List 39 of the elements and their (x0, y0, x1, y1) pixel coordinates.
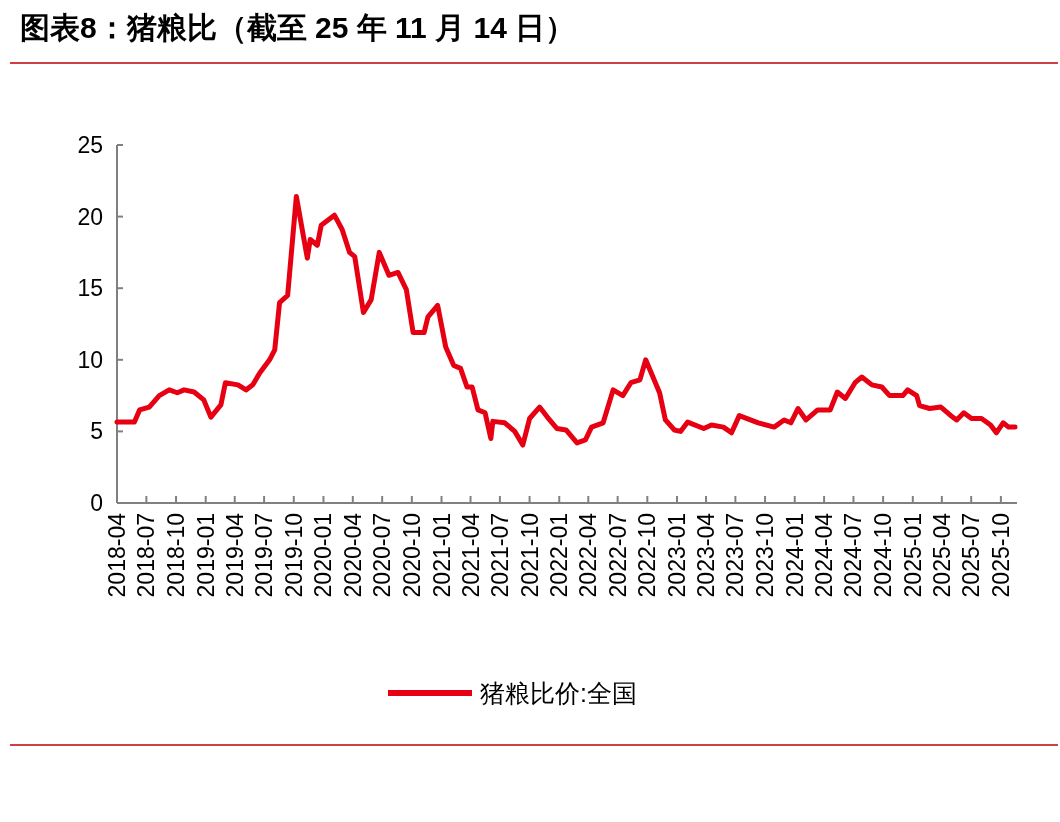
x-tick-label: 2021-04 (457, 512, 484, 598)
x-tick-label: 2022-07 (604, 513, 631, 598)
x-tick-label: 2020-04 (339, 512, 366, 598)
x-tick-label: 2024-07 (840, 513, 867, 598)
x-tick-label: 2019-10 (280, 513, 307, 598)
x-tick-label: 2024-01 (781, 513, 808, 598)
x-tick-label: 2025-10 (987, 513, 1014, 598)
x-tick-label: 2020-07 (369, 513, 396, 598)
y-tick-label: 10 (77, 346, 103, 373)
x-tick-label: 2025-04 (928, 512, 955, 598)
x-tick-label: 2019-04 (221, 512, 248, 598)
x-tick-label: 2023-01 (664, 513, 690, 598)
x-tick-label: 2025-01 (899, 513, 926, 598)
x-tick-label: 2022-01 (546, 513, 573, 598)
x-tick-label: 2018-10 (163, 513, 190, 598)
x-tick-label: 2020-10 (398, 513, 425, 598)
x-tick-label: 2025-07 (958, 513, 985, 598)
x-tick-label: 2021-10 (516, 513, 543, 598)
x-tick-label: 2018-07 (133, 513, 160, 598)
x-tick-label: 2022-10 (634, 513, 661, 598)
x-tick-label: 2022-04 (575, 512, 602, 598)
x-tick-label: 2019-07 (251, 513, 278, 598)
y-tick-label: 20 (77, 203, 103, 230)
x-tick-label: 2023-04 (693, 512, 720, 598)
y-tick-label: 25 (77, 132, 103, 158)
y-tick-label: 0 (90, 490, 103, 516)
x-tick-label: 2024-04 (811, 512, 838, 598)
x-tick-label: 2018-04 (104, 512, 130, 598)
y-tick-label: 15 (77, 275, 103, 302)
legend-label: 猪粮比价:全国 (480, 679, 637, 707)
x-tick-label: 2019-01 (192, 513, 219, 598)
y-tick-label: 5 (90, 418, 103, 445)
x-tick-label: 2023-10 (752, 513, 779, 598)
x-tick-label: 2021-07 (486, 513, 513, 598)
x-tick-label: 2021-01 (428, 513, 455, 598)
x-tick-label: 2024-10 (870, 513, 897, 598)
chart-title: 图表8：猪粮比（截至 25 年 11 月 14 日） (20, 11, 576, 44)
x-tick-label: 2020-01 (310, 513, 337, 598)
x-tick-label: 2023-07 (722, 513, 749, 598)
